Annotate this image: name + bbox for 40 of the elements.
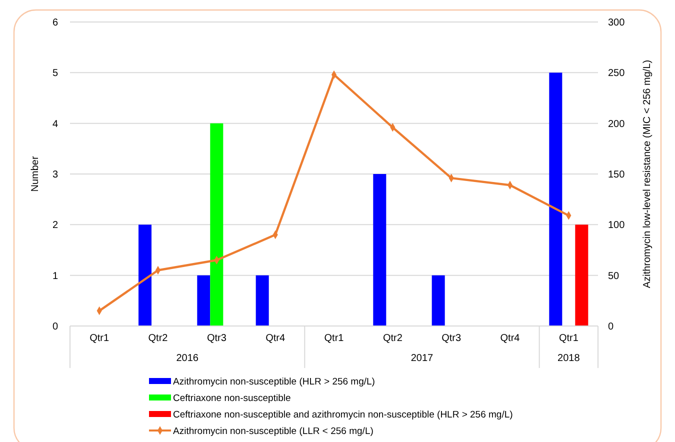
y2-tick-label: 50 xyxy=(608,270,620,282)
y-tick-label: 3 xyxy=(52,170,58,180)
text: 2017 xyxy=(410,353,434,364)
bar xyxy=(549,72,562,326)
y2-tick-label: 300 xyxy=(608,18,626,28)
y2-tick-label: 0 xyxy=(608,322,614,332)
y-tick-label: 5 xyxy=(52,68,58,80)
y-tick-label: 6 xyxy=(52,18,58,28)
x-tick-label: Qtr4 xyxy=(500,333,520,344)
text: 2018 xyxy=(558,353,580,364)
legend-label: Ceftriaxone non-susceptible xyxy=(173,392,291,404)
legend-label: Ceftriaxone non-susceptible and azithromycin non-susceptible (HLR > 256 mg/L) xyxy=(173,409,513,420)
y-tick-label: 0 xyxy=(52,322,58,332)
legend-label: Azithromycin non-susceptible (HLR > 256 mg/L) xyxy=(173,376,375,388)
y2-tick-label: 200 xyxy=(608,118,626,130)
y-axis-title: Number xyxy=(30,156,41,192)
y2-tick-label: 250 xyxy=(608,68,626,80)
bar xyxy=(373,174,386,326)
text: 2016 xyxy=(176,353,199,364)
y-tick-label: 1 xyxy=(52,270,58,282)
y-tick-label: 4 xyxy=(52,118,58,130)
y2-axis-title: Azithromycin low-level resistance (MIC < 256 mg/L) xyxy=(642,60,653,288)
y2-tick-label: 150 xyxy=(608,170,626,180)
x-tick-label: Qtr3 xyxy=(442,333,462,344)
bar xyxy=(210,123,224,326)
bar xyxy=(256,275,269,326)
x-tick-label: Qtr3 xyxy=(206,333,227,344)
x-tick-label: Qtr1 xyxy=(558,333,579,344)
y-tick-label: 2 xyxy=(52,220,58,232)
x-tick-label: Qtr2 xyxy=(148,333,168,344)
bar xyxy=(138,224,152,326)
x-tick-label: Qtr2 xyxy=(382,333,403,344)
x-tick-label: Qtr1 xyxy=(90,333,110,344)
y2-tick-label: 100 xyxy=(608,220,626,232)
bar xyxy=(432,275,445,326)
x-tick-label: Qtr4 xyxy=(266,333,286,344)
bar xyxy=(575,224,588,326)
legend-label: Azithromycin non-susceptible (LLR < 256 mg/L) xyxy=(173,426,374,437)
bar xyxy=(197,275,210,326)
x-tick-label: Qtr1 xyxy=(324,333,344,344)
